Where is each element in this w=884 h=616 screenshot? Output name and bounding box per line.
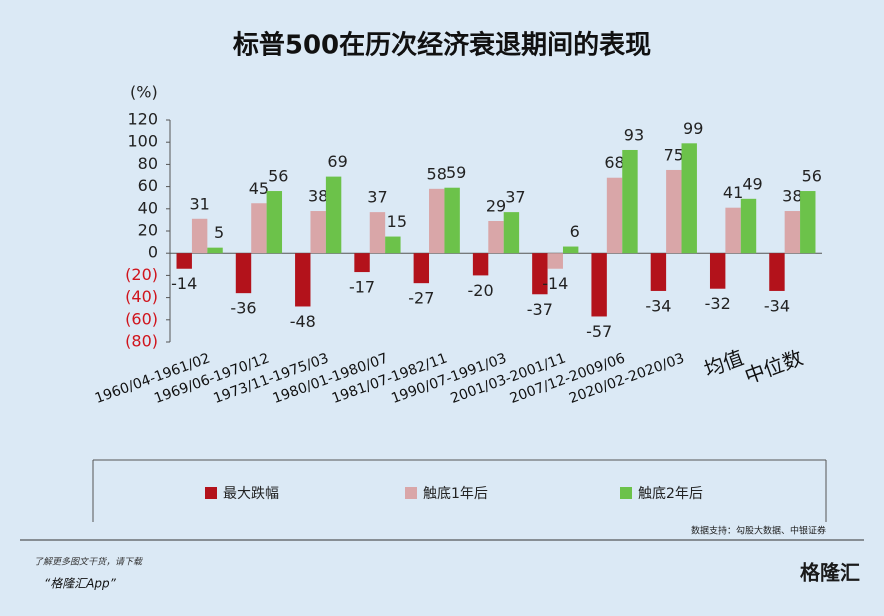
bar <box>591 253 607 317</box>
value-label: 93 <box>624 125 644 144</box>
value-label: 45 <box>249 179 269 198</box>
bar <box>444 187 460 254</box>
y-tick-label: 20 <box>138 221 158 240</box>
legend-label: 最大跌幅 <box>223 486 279 502</box>
bar <box>429 188 445 254</box>
promo-text: 了解更多图文干货，请下载 <box>34 557 143 568</box>
value-label: 38 <box>782 187 802 206</box>
bar <box>562 246 579 254</box>
bar <box>354 253 370 273</box>
bar <box>310 211 326 254</box>
value-label: -57 <box>586 322 612 341</box>
bar <box>769 253 785 291</box>
bar <box>369 212 386 254</box>
source: 数据支持：勾股大数据、中银证券 <box>691 525 826 537</box>
bar <box>622 149 638 254</box>
legend-swatch <box>405 487 417 499</box>
bar <box>503 212 520 254</box>
bar <box>472 253 489 276</box>
bar <box>740 198 757 254</box>
y-tick-label: (20) <box>125 265 158 284</box>
value-label: 37 <box>505 188 525 207</box>
y-tick-label: 0 <box>148 243 158 262</box>
legend-label: 触底1年后 <box>423 486 488 502</box>
value-label: 38 <box>308 187 328 206</box>
legend-swatch <box>620 487 632 499</box>
value-label: 75 <box>664 145 684 164</box>
value-label: 68 <box>604 153 624 172</box>
bar <box>235 253 252 294</box>
y-tick-label: 120 <box>127 110 158 129</box>
bar <box>532 253 548 295</box>
bar <box>488 221 504 254</box>
legend-label: 触底2年后 <box>638 486 703 502</box>
bar <box>251 203 267 254</box>
value-label: -20 <box>468 281 494 300</box>
value-label: 6 <box>570 222 580 241</box>
y-tick-label: 80 <box>138 154 158 173</box>
value-label: -32 <box>705 294 731 313</box>
bar <box>547 253 563 269</box>
value-label: -48 <box>290 312 316 331</box>
y-axis-label: (%) <box>130 83 158 102</box>
bar <box>606 177 623 254</box>
legend-swatch <box>205 487 217 499</box>
value-label: -14 <box>542 274 568 293</box>
bar <box>725 207 741 254</box>
y-tick-label: 100 <box>127 132 158 151</box>
value-label: 31 <box>189 194 209 213</box>
bar <box>176 253 192 269</box>
y-tick-label: (80) <box>125 332 158 351</box>
bar <box>709 253 726 289</box>
bar <box>666 169 682 254</box>
bar <box>325 176 342 254</box>
bar <box>191 218 208 254</box>
value-label: -14 <box>171 274 197 293</box>
y-tick-label: 40 <box>138 198 158 217</box>
y-tick-label: (60) <box>125 309 158 328</box>
bar <box>650 253 667 291</box>
bar <box>385 236 401 254</box>
y-tick-label: 60 <box>138 176 158 195</box>
value-label: 56 <box>802 167 822 186</box>
bar <box>295 253 311 307</box>
promo-text: “格隆汇App” <box>44 577 117 591</box>
value-label: -34 <box>764 296 790 315</box>
bar <box>800 191 816 254</box>
value-label: 59 <box>446 163 466 182</box>
value-label: 37 <box>367 188 387 207</box>
value-label: -34 <box>645 296 671 315</box>
value-label: -37 <box>527 300 553 319</box>
chart-title: 标普500在历次经济衰退期间的表现 <box>233 30 651 61</box>
value-label: 15 <box>387 212 407 231</box>
y-tick-label: (40) <box>125 287 158 306</box>
value-label: 49 <box>742 174 762 193</box>
value-label: 99 <box>683 119 703 138</box>
value-label: -27 <box>408 289 434 308</box>
value-label: 69 <box>327 152 347 171</box>
bar <box>681 143 697 254</box>
bar <box>413 253 430 284</box>
value-label: -36 <box>230 299 256 318</box>
value-label: -17 <box>349 278 375 297</box>
value-label: 41 <box>723 183 743 202</box>
logo: 格隆汇 <box>800 561 860 585</box>
bar <box>784 211 801 254</box>
bar <box>207 247 223 254</box>
value-label: 29 <box>486 197 506 216</box>
value-label: 58 <box>427 164 447 183</box>
bar <box>266 191 283 254</box>
value-label: 56 <box>268 167 288 186</box>
value-label: 5 <box>214 223 224 242</box>
legend-frame <box>92 459 827 522</box>
